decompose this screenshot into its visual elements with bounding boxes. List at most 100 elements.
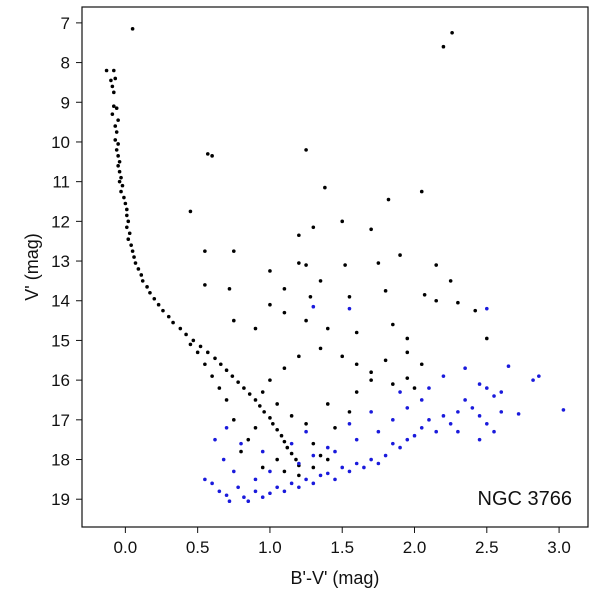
data-point <box>239 449 243 454</box>
data-point <box>333 477 337 482</box>
y-tick-label: 9 <box>61 93 70 112</box>
data-point <box>391 382 395 386</box>
data-point <box>104 68 109 73</box>
data-point <box>224 493 229 498</box>
data-point <box>340 354 345 359</box>
data-point <box>369 410 373 414</box>
data-point <box>304 148 308 152</box>
data-point <box>405 406 410 410</box>
data-point <box>203 283 207 287</box>
data-point <box>275 457 279 462</box>
data-point <box>450 31 454 35</box>
data-point <box>156 302 161 307</box>
data-point <box>354 330 359 335</box>
data-point <box>485 336 489 341</box>
data-point <box>260 465 265 470</box>
data-point <box>419 362 424 367</box>
data-point <box>448 279 453 283</box>
data-point <box>224 368 229 373</box>
data-point <box>253 398 258 402</box>
data-point <box>112 90 116 95</box>
data-point <box>282 366 287 371</box>
data-point <box>246 499 251 503</box>
data-point <box>184 332 188 337</box>
data-point <box>117 169 122 174</box>
data-point <box>427 418 431 422</box>
data-point <box>119 175 123 180</box>
y-tick-label: 10 <box>51 133 70 152</box>
data-point <box>434 298 439 303</box>
data-point <box>282 310 287 315</box>
data-point <box>362 465 366 470</box>
data-point <box>171 320 175 325</box>
data-point <box>405 350 410 355</box>
data-point <box>499 410 504 414</box>
data-point <box>236 485 240 490</box>
data-point <box>282 469 287 474</box>
x-tick-label: 0.0 <box>114 538 138 557</box>
data-point <box>412 433 417 438</box>
data-point <box>492 394 496 398</box>
data-point <box>506 364 511 369</box>
data-point <box>260 495 265 500</box>
x-axis-title: B'-V' (mag) <box>291 568 380 588</box>
data-point <box>116 154 120 158</box>
data-point <box>531 378 535 382</box>
plot-frame <box>81 6 589 528</box>
data-point <box>110 112 115 116</box>
y-tick-label: 17 <box>51 411 70 430</box>
data-point <box>289 441 294 446</box>
data-point <box>347 294 352 299</box>
data-point <box>297 485 301 490</box>
data-point <box>117 179 122 184</box>
data-point <box>405 336 410 341</box>
data-point <box>463 366 467 371</box>
y-tick-label: 16 <box>51 371 70 390</box>
data-point <box>477 437 482 442</box>
data-point <box>130 249 135 253</box>
scatter-points <box>104 27 566 503</box>
data-point <box>217 386 222 390</box>
data-point <box>114 106 119 111</box>
data-point <box>398 445 402 450</box>
data-point <box>383 453 388 458</box>
data-point <box>210 374 214 378</box>
y-axis-title: V' (mag) <box>22 233 42 300</box>
data-point <box>210 481 214 486</box>
data-point <box>347 306 352 311</box>
data-point <box>383 289 388 293</box>
data-point <box>325 445 330 450</box>
data-point <box>386 197 391 202</box>
data-point <box>253 477 258 482</box>
data-point <box>477 414 482 418</box>
data-point <box>205 350 210 355</box>
data-point <box>347 469 352 474</box>
data-point <box>333 449 337 454</box>
data-point <box>203 477 207 482</box>
data-point <box>213 437 217 442</box>
data-point <box>203 249 207 253</box>
data-point <box>279 433 284 438</box>
data-point <box>434 429 439 434</box>
data-point <box>318 346 323 351</box>
data-point <box>297 261 301 265</box>
data-point <box>419 398 424 402</box>
data-point <box>398 390 402 394</box>
data-point <box>441 374 446 378</box>
data-point <box>232 318 236 323</box>
data-point <box>232 469 236 474</box>
data-point <box>119 189 123 194</box>
data-point <box>282 439 287 444</box>
data-point <box>485 421 489 426</box>
data-point <box>113 138 118 142</box>
data-point <box>113 76 118 81</box>
data-point <box>405 376 410 380</box>
data-point <box>311 453 316 458</box>
data-point <box>130 27 135 31</box>
data-point <box>427 386 431 390</box>
data-point <box>242 495 246 500</box>
data-point <box>253 326 258 331</box>
data-point <box>318 279 323 283</box>
x-axis: 0.0 0.5 1.0 1.5 2.0 2.5 3.0 <box>114 527 571 557</box>
